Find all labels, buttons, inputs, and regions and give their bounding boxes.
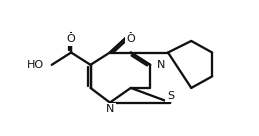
Text: HO: HO: [27, 60, 44, 70]
Text: N: N: [106, 104, 114, 115]
Text: O: O: [67, 34, 76, 44]
Text: N: N: [156, 60, 165, 70]
Text: O: O: [126, 34, 135, 44]
Text: S: S: [167, 91, 174, 101]
